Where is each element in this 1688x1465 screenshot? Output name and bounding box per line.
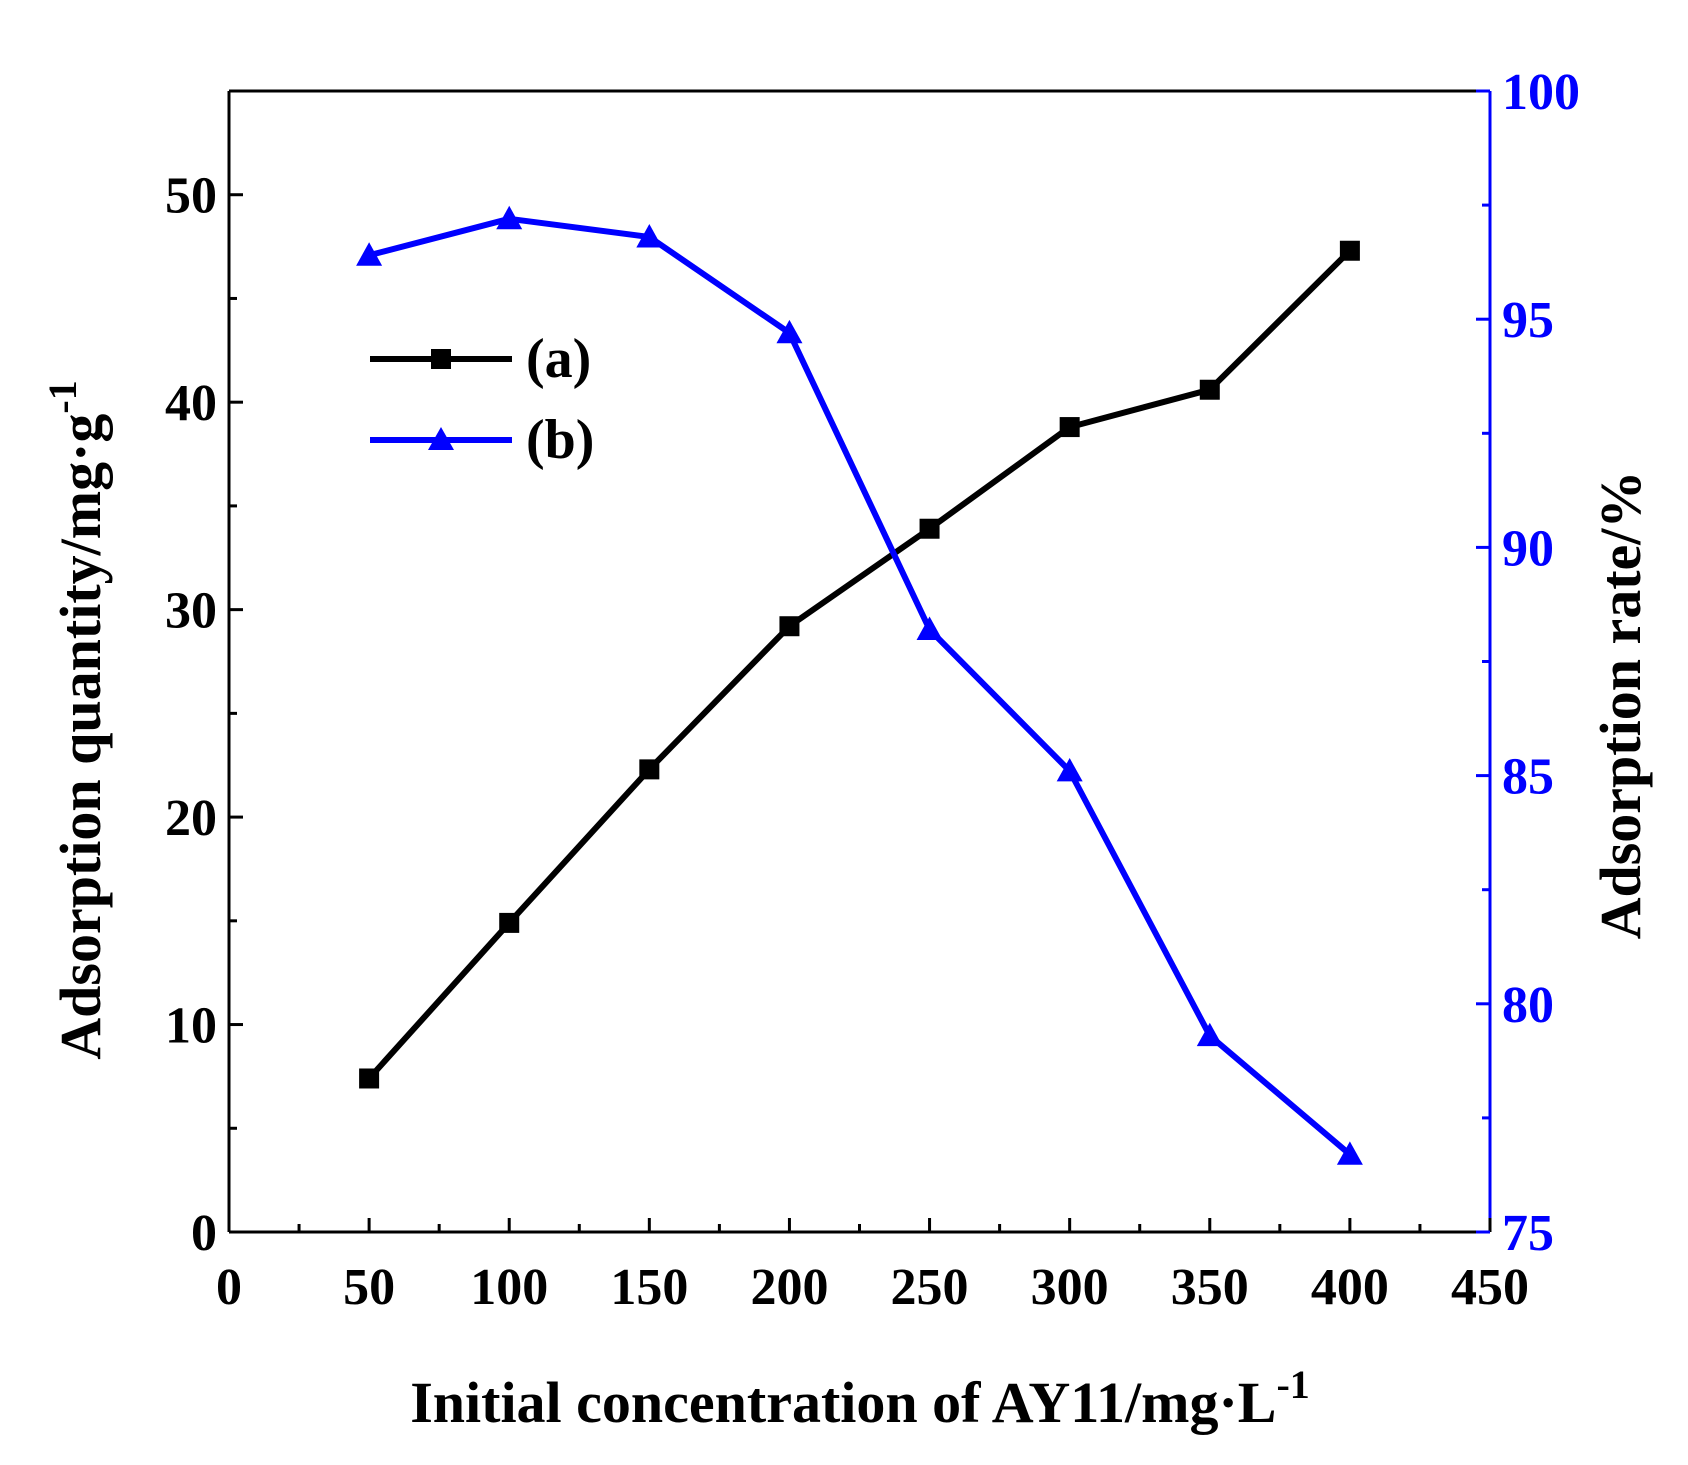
x-tick-label-50: 50 bbox=[343, 1259, 395, 1316]
x-tick-label-350: 350 bbox=[1171, 1259, 1249, 1316]
legend-label-b: (b) bbox=[526, 409, 594, 471]
series-b-point-150 bbox=[636, 224, 663, 248]
right-tick-label-95: 95 bbox=[1502, 292, 1554, 349]
x-axis-title: Initial concentration of AY11/mg·L-1 bbox=[410, 1362, 1310, 1435]
series-a-point-300 bbox=[1059, 417, 1080, 438]
series-a-point-350 bbox=[1199, 379, 1220, 400]
x-tick-label-300: 300 bbox=[1031, 1259, 1109, 1316]
x-tick-label-250: 250 bbox=[891, 1259, 969, 1316]
series-b-point-200 bbox=[776, 319, 803, 344]
series-a-point-100 bbox=[499, 912, 520, 933]
right-tick-label-90: 90 bbox=[1502, 520, 1554, 577]
right-tick-label-80: 80 bbox=[1502, 977, 1554, 1034]
x-tick-label-450: 450 bbox=[1451, 1259, 1529, 1316]
legend-marker-b bbox=[428, 427, 454, 450]
left-tick-label-30: 30 bbox=[165, 583, 217, 640]
series-b-point-400 bbox=[1336, 1141, 1363, 1165]
series-b-point-50 bbox=[356, 242, 383, 266]
left-tick-label-10: 10 bbox=[165, 998, 217, 1055]
x-tick-label-0: 0 bbox=[216, 1259, 242, 1316]
series-b-point-100 bbox=[496, 205, 523, 230]
left-tick-label-20: 20 bbox=[165, 790, 217, 847]
series-b-point-250 bbox=[916, 616, 943, 640]
x-tick-label-400: 400 bbox=[1311, 1259, 1389, 1316]
right-tick-label-100: 100 bbox=[1502, 64, 1580, 121]
x-tick-label-150: 150 bbox=[610, 1259, 688, 1316]
series-a-point-400 bbox=[1339, 240, 1360, 261]
legend-label-a: (a) bbox=[526, 328, 591, 390]
series-a-point-150 bbox=[639, 759, 660, 780]
series-a-point-200 bbox=[779, 616, 800, 637]
series-b-point-350 bbox=[1196, 1022, 1223, 1047]
x-tick-label-100: 100 bbox=[470, 1259, 548, 1316]
left-axis-title: Adsorption quantity/mg·g-1 bbox=[40, 380, 113, 1060]
series-line-a bbox=[366, 248, 1353, 1081]
right-tick-label-75: 75 bbox=[1502, 1205, 1554, 1262]
series-a-point-250 bbox=[919, 518, 940, 539]
left-tick-label-0: 0 bbox=[191, 1205, 217, 1262]
right-tick-label-85: 85 bbox=[1502, 749, 1554, 806]
legend-marker-a bbox=[431, 349, 451, 369]
left-tick-label-40: 40 bbox=[165, 375, 217, 432]
series-a-point-50 bbox=[359, 1068, 380, 1089]
left-tick-label-50: 50 bbox=[165, 168, 217, 225]
right-axis-title: Adsorption rate/% bbox=[1588, 471, 1653, 940]
series-line-b bbox=[368, 215, 1352, 1157]
series-b-point-300 bbox=[1056, 758, 1083, 782]
x-tick-label-200: 200 bbox=[750, 1259, 828, 1316]
